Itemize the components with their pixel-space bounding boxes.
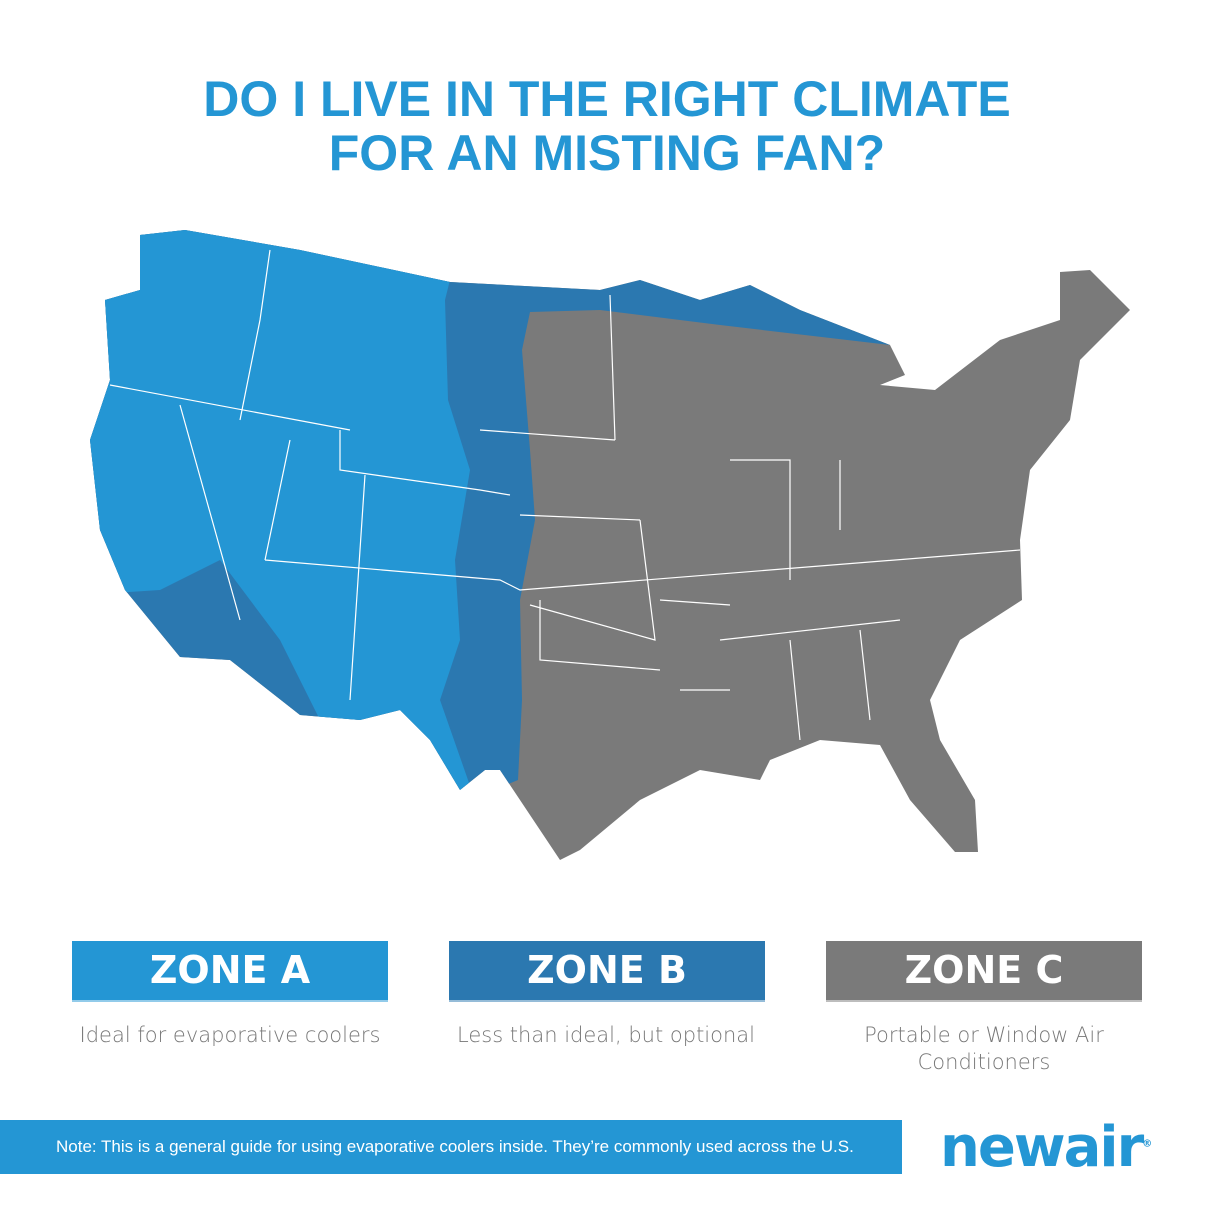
logo-text: newair bbox=[940, 1115, 1144, 1180]
zone-b-description: Less than ideal, but optional bbox=[457, 1023, 755, 1047]
page-title: DO I LIVE IN THE RIGHT CLIMATE FOR AN MI… bbox=[0, 72, 1214, 180]
zone-c-badge: ZONE C bbox=[826, 941, 1142, 1002]
us-climate-map bbox=[90, 230, 1130, 860]
zone-b-badge: ZONE B bbox=[449, 941, 765, 1002]
zone-c-description: Portable or Window Air Conditioners bbox=[864, 1023, 1104, 1074]
zone-a-badge: ZONE A bbox=[72, 941, 388, 1002]
state-borders bbox=[109, 249, 1021, 741]
title-line-1: DO I LIVE IN THE RIGHT CLIMATE bbox=[203, 71, 1011, 127]
note-banner: Note: This is a general guide for using … bbox=[0, 1120, 902, 1174]
newair-logo: newair® bbox=[940, 1115, 1152, 1180]
zone-a-description: Ideal for evaporative coolers bbox=[79, 1023, 381, 1047]
registered-mark: ® bbox=[1142, 1138, 1152, 1150]
title-line-2: FOR AN MISTING FAN? bbox=[328, 125, 886, 181]
zone-a-region bbox=[90, 230, 475, 800]
